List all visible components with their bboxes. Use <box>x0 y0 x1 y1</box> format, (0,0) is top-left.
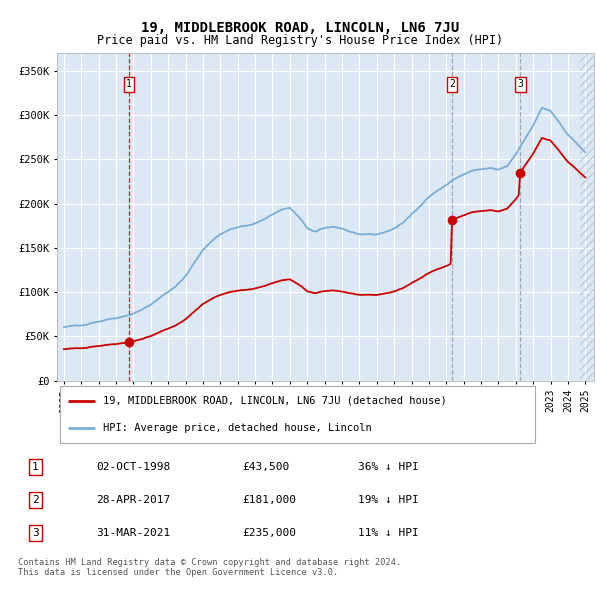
Text: £43,500: £43,500 <box>242 462 290 472</box>
Text: 19% ↓ HPI: 19% ↓ HPI <box>358 495 419 505</box>
Text: 02-OCT-1998: 02-OCT-1998 <box>96 462 170 472</box>
Text: Price paid vs. HM Land Registry's House Price Index (HPI): Price paid vs. HM Land Registry's House … <box>97 34 503 47</box>
Text: 1: 1 <box>126 79 132 89</box>
Text: 2: 2 <box>32 495 38 505</box>
Text: 19, MIDDLEBROOK ROAD, LINCOLN, LN6 7JU: 19, MIDDLEBROOK ROAD, LINCOLN, LN6 7JU <box>141 21 459 35</box>
Text: 1: 1 <box>32 462 38 472</box>
FancyBboxPatch shape <box>59 386 535 443</box>
Text: 19, MIDDLEBROOK ROAD, LINCOLN, LN6 7JU (detached house): 19, MIDDLEBROOK ROAD, LINCOLN, LN6 7JU (… <box>103 396 446 406</box>
Text: 3: 3 <box>517 79 523 89</box>
Text: £181,000: £181,000 <box>242 495 296 505</box>
Text: 28-APR-2017: 28-APR-2017 <box>96 495 170 505</box>
Text: Contains HM Land Registry data © Crown copyright and database right 2024.
This d: Contains HM Land Registry data © Crown c… <box>18 558 401 577</box>
Text: 3: 3 <box>32 528 38 538</box>
Text: 11% ↓ HPI: 11% ↓ HPI <box>358 528 419 538</box>
Text: HPI: Average price, detached house, Lincoln: HPI: Average price, detached house, Linc… <box>103 423 371 433</box>
Text: 36% ↓ HPI: 36% ↓ HPI <box>358 462 419 472</box>
Text: 31-MAR-2021: 31-MAR-2021 <box>96 528 170 538</box>
Text: £235,000: £235,000 <box>242 528 296 538</box>
Bar <box>580 53 594 381</box>
Text: 2: 2 <box>449 79 455 89</box>
